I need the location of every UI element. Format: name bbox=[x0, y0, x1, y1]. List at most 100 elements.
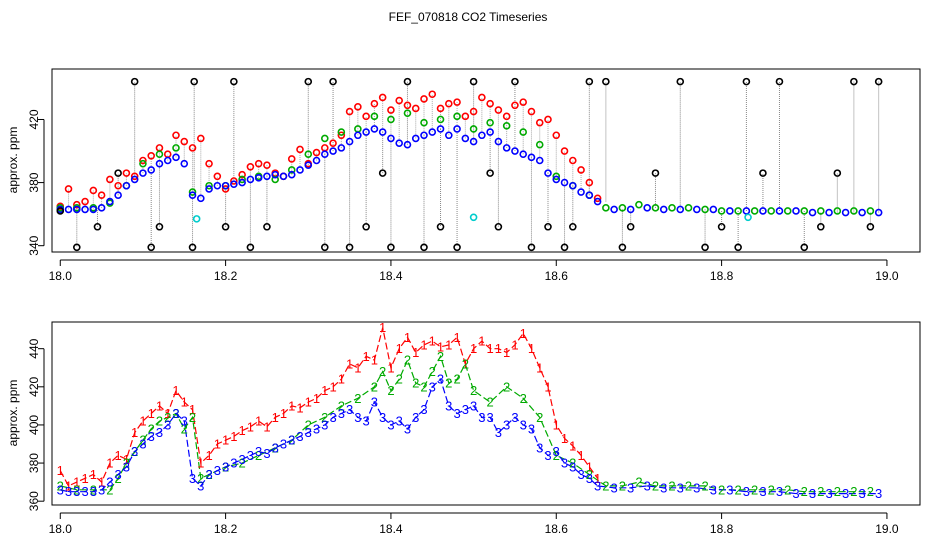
series-mark-3: 3 bbox=[776, 484, 783, 499]
series-mark-1: 1 bbox=[412, 345, 419, 360]
series-mark-3: 3 bbox=[553, 444, 560, 459]
point-red bbox=[428, 90, 437, 99]
point-blue bbox=[593, 197, 602, 206]
series-mark-1: 1 bbox=[57, 463, 64, 478]
series-mark-1: 1 bbox=[503, 345, 510, 360]
series-mark-3: 3 bbox=[586, 471, 593, 486]
point-black bbox=[560, 243, 569, 252]
series-mark-3: 3 bbox=[172, 406, 179, 421]
series-mark-3: 3 bbox=[561, 456, 568, 471]
series-mark-1: 1 bbox=[528, 341, 535, 356]
series-mark-3: 3 bbox=[520, 417, 527, 432]
point-blue bbox=[329, 147, 337, 155]
series-mark-1: 1 bbox=[495, 341, 502, 356]
point-blue bbox=[304, 161, 313, 170]
point-red bbox=[188, 144, 197, 152]
point-green bbox=[800, 207, 809, 215]
series-mark-1: 1 bbox=[115, 448, 122, 463]
point-blue bbox=[527, 153, 536, 162]
point-blue bbox=[97, 204, 106, 212]
point-blue bbox=[230, 180, 238, 188]
x-tick-label: 18.0 bbox=[49, 269, 73, 283]
point-blue bbox=[726, 207, 734, 215]
series-mark-3: 3 bbox=[338, 406, 345, 421]
point-black bbox=[246, 243, 255, 252]
point-blue bbox=[841, 208, 850, 217]
series-mark-1: 1 bbox=[263, 419, 270, 434]
point-green bbox=[403, 109, 412, 117]
series-mark-2: 2 bbox=[462, 356, 469, 371]
series-mark-2: 2 bbox=[197, 471, 204, 486]
point-blue bbox=[172, 153, 180, 162]
point-green bbox=[287, 166, 296, 174]
point-red bbox=[395, 96, 404, 105]
point-blue bbox=[519, 150, 528, 158]
x-tick-label: 18.4 bbox=[379, 269, 403, 283]
point-black bbox=[676, 77, 685, 86]
series-mark-1: 1 bbox=[396, 341, 403, 356]
point-cyan bbox=[469, 213, 478, 222]
series-mark-3: 3 bbox=[577, 467, 584, 482]
point-red bbox=[354, 103, 362, 111]
point-red bbox=[585, 178, 594, 187]
series-mark-3: 3 bbox=[73, 484, 80, 499]
point-green bbox=[519, 128, 528, 136]
point-red bbox=[114, 181, 122, 190]
series-mark-2: 2 bbox=[172, 406, 179, 421]
point-black bbox=[568, 222, 577, 231]
series-mark-2: 2 bbox=[784, 482, 791, 497]
series-mark-3: 3 bbox=[164, 417, 171, 432]
point-black bbox=[362, 222, 370, 231]
series-mark-3: 3 bbox=[90, 484, 97, 499]
point-blue bbox=[709, 205, 718, 214]
series-mark-1: 1 bbox=[131, 425, 138, 440]
point-blue bbox=[420, 131, 428, 140]
series-mark-1: 1 bbox=[272, 410, 279, 425]
point-red bbox=[246, 163, 255, 171]
point-blue bbox=[106, 197, 114, 206]
point-blue bbox=[403, 140, 412, 149]
series-mark-2: 2 bbox=[354, 391, 361, 406]
series-mark-2: 2 bbox=[148, 421, 155, 436]
series-mark-3: 3 bbox=[98, 482, 105, 497]
series-mark-2: 2 bbox=[536, 410, 543, 425]
point-black bbox=[833, 169, 842, 177]
point-black bbox=[742, 77, 751, 86]
point-red bbox=[172, 131, 180, 140]
x-tick-label: 18.8 bbox=[710, 269, 734, 283]
series-mark-1: 1 bbox=[313, 391, 320, 406]
series-mark-1: 1 bbox=[371, 353, 378, 368]
bottom-y-axis-label: approx. ppm bbox=[6, 380, 20, 447]
point-green bbox=[635, 200, 643, 209]
top-y-axis: 340 380 420 bbox=[27, 109, 45, 256]
series-mark-1: 1 bbox=[577, 448, 584, 463]
series-mark-2: 2 bbox=[379, 364, 386, 379]
point-red bbox=[403, 101, 412, 110]
point-red bbox=[577, 166, 585, 174]
series-mark-1: 1 bbox=[387, 360, 394, 375]
point-blue bbox=[692, 205, 701, 214]
point-blue bbox=[387, 134, 395, 143]
point-black bbox=[114, 169, 122, 177]
point-blue bbox=[444, 131, 453, 140]
point-red bbox=[461, 112, 470, 121]
bottom-y-axis: 360 380 400 420 440 bbox=[27, 338, 45, 511]
point-blue bbox=[411, 134, 420, 143]
series-mark-1: 1 bbox=[346, 356, 353, 371]
point-green bbox=[717, 207, 726, 215]
point-black bbox=[717, 222, 726, 231]
point-red bbox=[180, 137, 189, 146]
point-red bbox=[345, 107, 354, 116]
series-mark-3: 3 bbox=[569, 459, 576, 474]
series-mark-2: 2 bbox=[718, 482, 725, 497]
point-red bbox=[527, 107, 536, 116]
series-mark-1: 1 bbox=[379, 320, 386, 335]
point-red bbox=[486, 99, 494, 108]
bottom-x-axis: 18.0 18.2 18.4 18.6 18.8 19.0 bbox=[49, 512, 899, 536]
series-mark-3: 3 bbox=[354, 410, 361, 425]
series-mark-2: 2 bbox=[701, 478, 708, 493]
series-mark-3: 3 bbox=[470, 398, 477, 413]
series-mark-3: 3 bbox=[420, 402, 427, 417]
point-black bbox=[651, 169, 660, 177]
point-green bbox=[420, 118, 428, 127]
